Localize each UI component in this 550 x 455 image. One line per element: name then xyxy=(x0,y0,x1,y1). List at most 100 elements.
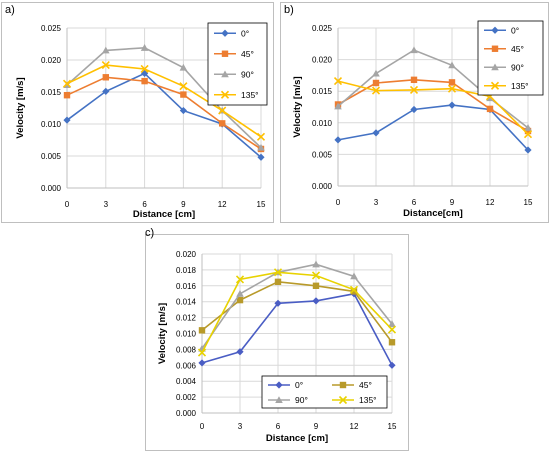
data-point xyxy=(448,61,456,69)
x-tick-label: 3 xyxy=(104,200,109,209)
data-point xyxy=(274,278,282,286)
data-point xyxy=(334,102,342,110)
legend-label: 135° xyxy=(241,90,259,100)
legend-marker xyxy=(275,381,283,389)
series-line xyxy=(337,78,529,132)
x-tick-label: 3 xyxy=(238,422,243,431)
data-point xyxy=(101,61,110,70)
x-tick-label: 6 xyxy=(142,200,147,209)
data-point xyxy=(219,120,226,127)
data-point xyxy=(63,116,71,124)
data-point xyxy=(140,64,149,74)
y-tick-label: 0.005 xyxy=(41,152,62,161)
data-point xyxy=(447,84,457,93)
y-tick-label: 0.025 xyxy=(312,24,333,33)
series-line xyxy=(201,280,393,343)
y-axis-title: Velocity [m/s] xyxy=(292,76,303,137)
x-tick-label: 9 xyxy=(181,200,186,209)
x-tick-label: 15 xyxy=(388,422,397,431)
data-point xyxy=(179,63,188,71)
series-line xyxy=(66,76,262,150)
x-axis-title: Distance[cm] xyxy=(403,208,463,219)
x-tick-label: 15 xyxy=(257,200,266,209)
x-tick-label: 12 xyxy=(486,198,495,207)
y-tick-label: 0.018 xyxy=(176,266,197,275)
y-tick-label: 0.000 xyxy=(176,409,197,418)
legend-label: 90° xyxy=(511,62,524,72)
data-point xyxy=(371,86,381,95)
x-axis-title: Distance [cm] xyxy=(133,209,195,220)
data-point xyxy=(102,46,110,54)
y-tick-label: 0.012 xyxy=(176,314,197,323)
legend-label: 0° xyxy=(295,380,303,390)
y-tick-label: 0.020 xyxy=(41,56,62,65)
data-point xyxy=(236,348,244,356)
y-tick-label: 0.002 xyxy=(176,393,197,402)
legend-marker xyxy=(221,50,229,57)
data-point xyxy=(350,272,358,280)
data-point xyxy=(388,320,396,327)
data-point xyxy=(372,69,380,77)
data-point xyxy=(236,296,244,304)
legend-marker xyxy=(491,63,499,71)
x-tick-label: 0 xyxy=(336,198,341,207)
series-line xyxy=(337,104,529,151)
data-point xyxy=(141,77,148,85)
data-point xyxy=(312,260,320,268)
legend-box xyxy=(207,22,268,106)
data-point xyxy=(524,146,532,154)
legend-label: 90° xyxy=(241,69,254,79)
data-point xyxy=(102,74,109,81)
legend-marker xyxy=(491,26,499,34)
data-point xyxy=(350,288,358,295)
y-tick-label: 0.010 xyxy=(312,119,333,128)
data-point xyxy=(198,359,206,367)
data-point xyxy=(274,299,282,307)
legend: 0° 45° 90° 135° xyxy=(261,375,388,409)
data-point xyxy=(62,79,72,88)
legend-marker xyxy=(275,396,283,403)
data-point xyxy=(333,77,343,86)
data-point xyxy=(198,327,206,334)
data-point xyxy=(63,92,71,99)
data-point xyxy=(180,91,187,98)
legend-label: 45° xyxy=(359,380,372,390)
y-tick-label: 0.004 xyxy=(176,377,197,386)
legend-label: 0° xyxy=(241,28,249,38)
data-point xyxy=(372,79,380,87)
x-tick-label: 15 xyxy=(524,198,533,207)
series-3 xyxy=(62,61,266,141)
y-tick-label: 0.010 xyxy=(176,330,197,339)
y-tick-label: 0.005 xyxy=(312,150,333,159)
data-point xyxy=(372,129,380,137)
data-point xyxy=(179,82,188,91)
data-point xyxy=(524,127,532,135)
y-tick-label: 0.020 xyxy=(176,250,197,259)
series-line xyxy=(201,271,393,353)
data-point xyxy=(448,101,456,109)
panel-label-c: c) xyxy=(145,227,155,239)
data-point xyxy=(312,282,320,289)
y-tick-label: 0.000 xyxy=(312,182,333,191)
y-tick-label: 0.015 xyxy=(312,87,333,96)
data-point xyxy=(218,106,227,115)
legend-label: 0° xyxy=(511,25,519,35)
data-point xyxy=(410,46,418,54)
series-line xyxy=(66,72,262,158)
series-line xyxy=(337,80,529,135)
data-point xyxy=(102,87,110,95)
data-point xyxy=(410,105,418,114)
legend-box xyxy=(261,375,388,409)
data-point xyxy=(311,271,321,280)
x-tick-label: 0 xyxy=(200,422,205,431)
legend-marker xyxy=(339,381,347,389)
x-tick-label: 6 xyxy=(276,422,281,431)
legend-label: 45° xyxy=(241,49,254,59)
data-point xyxy=(235,275,245,284)
y-tick-label: 0.016 xyxy=(176,282,197,291)
series-1 xyxy=(198,278,396,346)
data-point xyxy=(257,153,265,161)
